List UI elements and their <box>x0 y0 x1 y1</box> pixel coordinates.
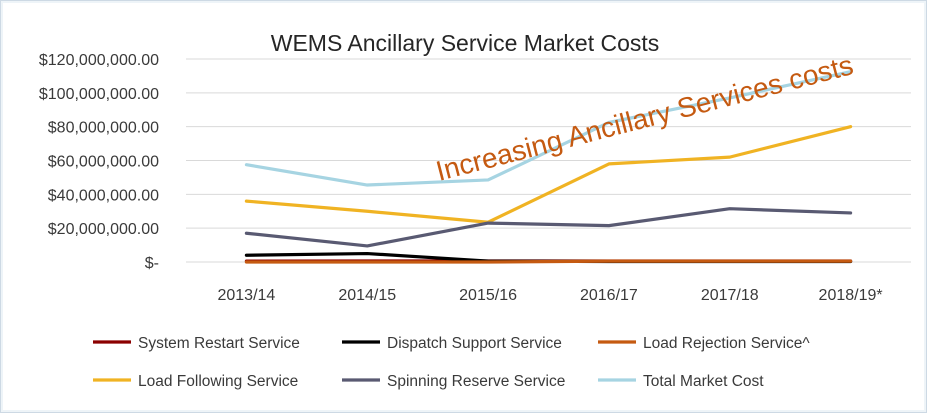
legend-label: Dispatch Support Service <box>387 335 562 352</box>
x-tick-label: 2018/19* <box>819 287 883 304</box>
y-axis-ticks: $- $20,000,000.00 $40,000,000.00 $60,000,00… <box>39 52 159 272</box>
x-tick-label: 2015/16 <box>459 287 517 304</box>
x-tick-label: 2016/17 <box>580 287 638 304</box>
trend-annotation: Increasing Ancillary Services costs <box>433 49 857 187</box>
legend-label: Load Rejection Service^ <box>643 335 810 352</box>
chart-title: WEMS Ancillary Service Market Costs <box>271 30 660 56</box>
legend-item: Dispatch Support Service <box>342 335 562 352</box>
legend-item: Load Rejection Service^ <box>598 335 810 352</box>
y-tick-label: $80,000,000.00 <box>48 120 159 137</box>
legend-label: System Restart Service <box>138 335 300 352</box>
y-tick-label: $20,000,000.00 <box>48 221 159 238</box>
legend-label: Load Following Service <box>138 373 298 390</box>
y-tick-label: $120,000,000.00 <box>39 52 159 69</box>
x-tick-label: 2017/18 <box>701 287 759 304</box>
y-tick-label: $100,000,000.00 <box>39 86 159 103</box>
x-axis-ticks: 2013/14 2014/15 2015/16 2016/17 2017/18 2018/… <box>217 287 882 304</box>
y-tick-label: $- <box>145 255 159 272</box>
x-tick-label: 2014/15 <box>338 287 396 304</box>
x-tick-label: 2013/14 <box>217 287 275 304</box>
legend: System Restart Service Dispatch Support S… <box>93 335 810 390</box>
legend-item: Spinning Reserve Service <box>342 373 565 390</box>
legend-item: Load Following Service <box>93 373 298 390</box>
y-tick-label: $40,000,000.00 <box>48 187 159 204</box>
legend-label: Spinning Reserve Service <box>387 373 565 390</box>
legend-label: Total Market Cost <box>643 373 764 390</box>
legend-item: System Restart Service <box>93 335 300 352</box>
series-line-load-rejection-service <box>246 261 850 262</box>
legend-item: Total Market Cost <box>598 373 764 390</box>
y-tick-label: $60,000,000.00 <box>48 154 159 171</box>
series-line-spinning-reserve-service <box>246 209 850 246</box>
